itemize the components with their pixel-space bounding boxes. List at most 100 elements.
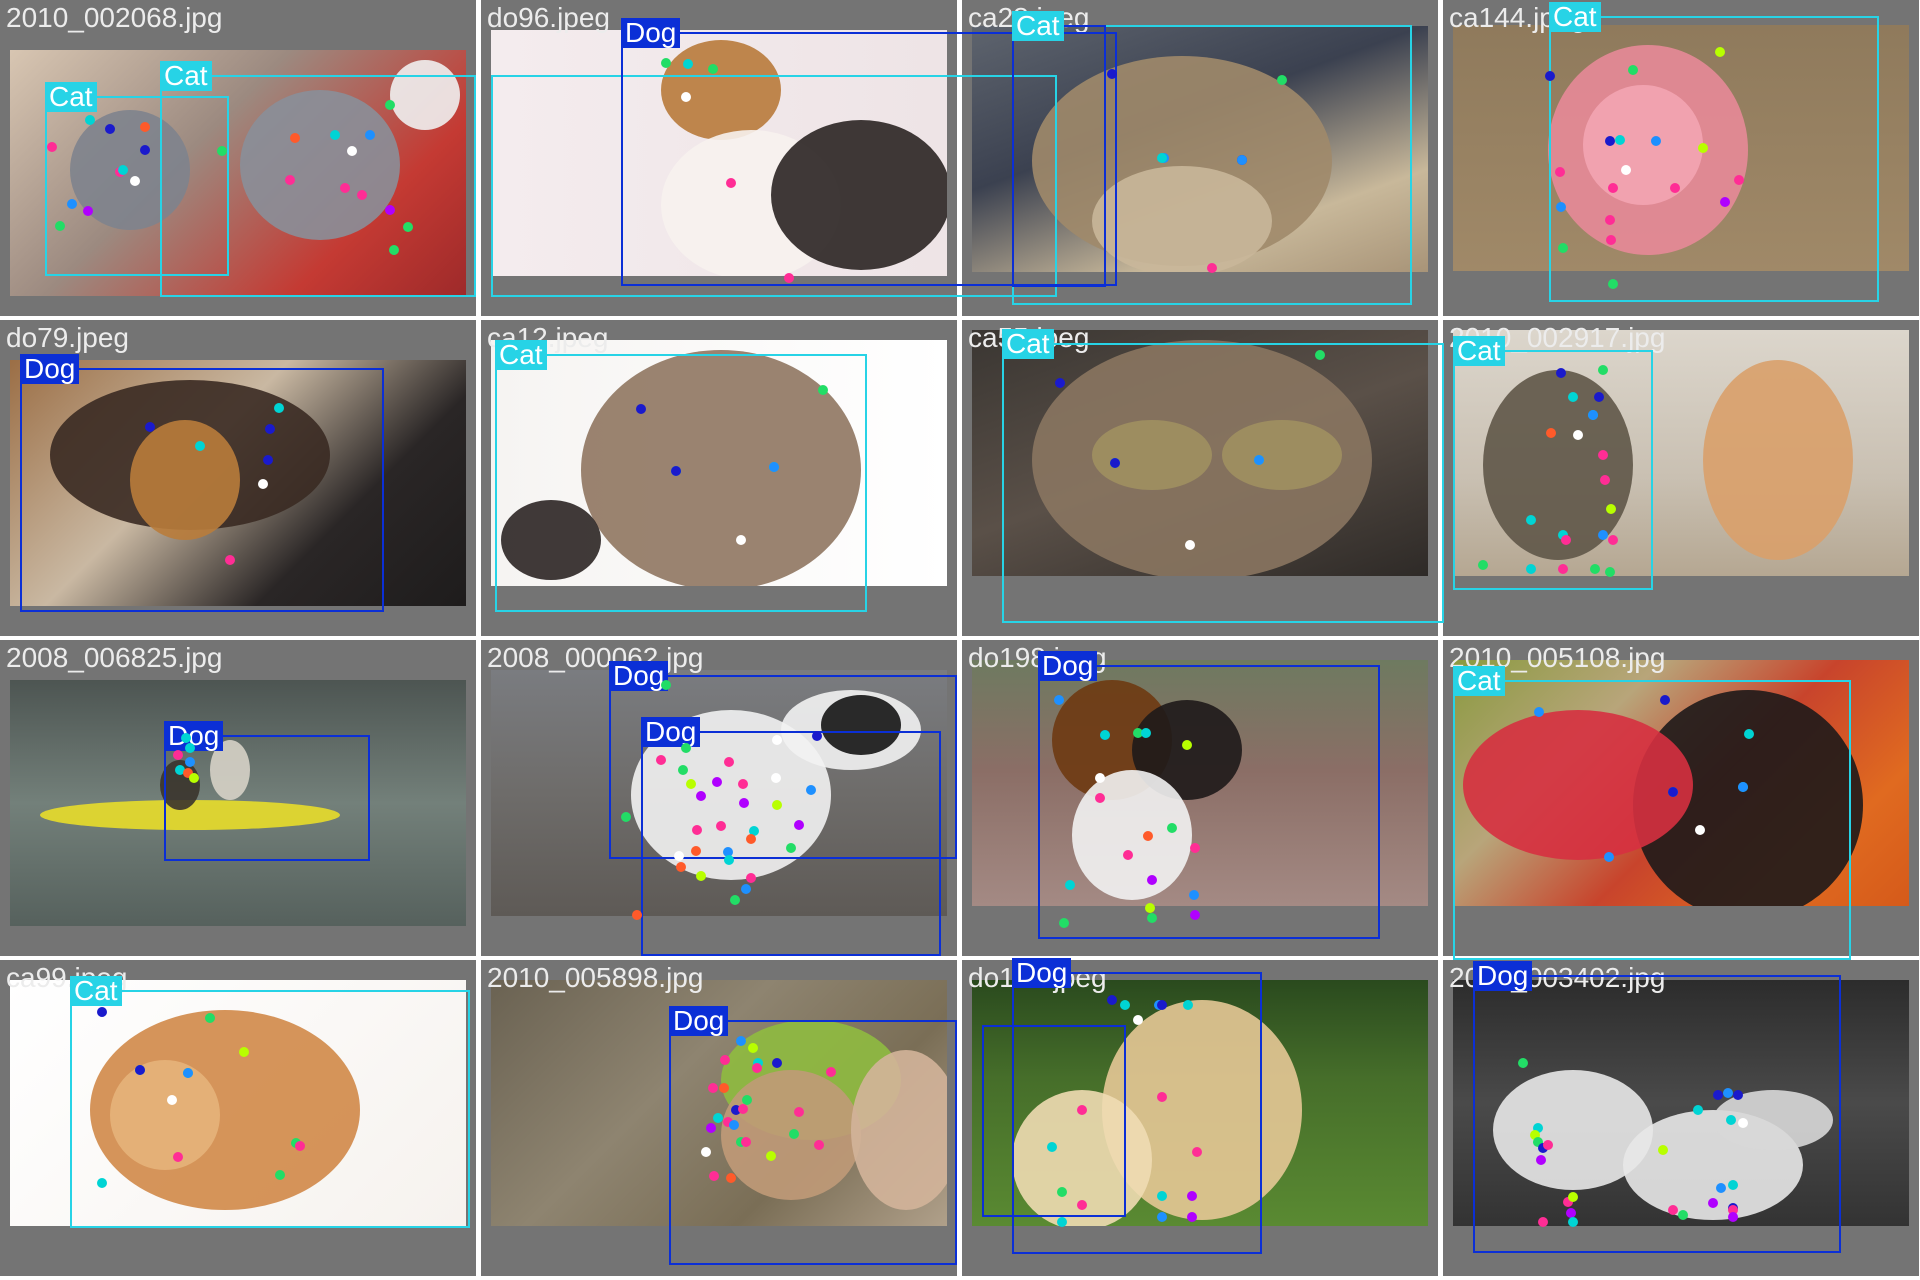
keypoint bbox=[1157, 1000, 1167, 1010]
image-tile: ca12.jpeg Cat bbox=[481, 320, 957, 636]
keypoint bbox=[1145, 903, 1155, 913]
keypoint bbox=[1628, 65, 1638, 75]
keypoint bbox=[766, 1151, 776, 1161]
keypoint bbox=[1605, 136, 1615, 146]
keypoint bbox=[1695, 825, 1705, 835]
keypoint bbox=[1738, 782, 1748, 792]
image-tile: 2008_006825.jpg Dog bbox=[0, 640, 476, 956]
keypoint bbox=[709, 1171, 719, 1181]
keypoint bbox=[696, 871, 706, 881]
keypoint bbox=[1668, 787, 1678, 797]
keypoint bbox=[47, 142, 57, 152]
keypoint bbox=[130, 176, 140, 186]
keypoint bbox=[786, 843, 796, 853]
keypoint bbox=[1546, 428, 1556, 438]
keypoint bbox=[731, 1105, 741, 1115]
keypoint bbox=[814, 1140, 824, 1150]
keypoint bbox=[1095, 773, 1105, 783]
keypoint bbox=[772, 800, 782, 810]
keypoint bbox=[135, 1065, 145, 1075]
keypoint bbox=[389, 245, 399, 255]
keypoint bbox=[1608, 535, 1618, 545]
keypoint bbox=[105, 124, 115, 134]
keypoint bbox=[1698, 143, 1708, 153]
cat-class-label: Cat bbox=[1002, 329, 1054, 359]
keypoint bbox=[195, 441, 205, 451]
keypoint bbox=[738, 779, 748, 789]
keypoint bbox=[330, 130, 340, 140]
keypoint bbox=[97, 1007, 107, 1017]
keypoint bbox=[140, 145, 150, 155]
keypoint bbox=[1558, 564, 1568, 574]
keypoint bbox=[1157, 153, 1167, 163]
keypoint bbox=[712, 777, 722, 787]
keypoint bbox=[826, 1067, 836, 1077]
keypoint bbox=[681, 743, 691, 753]
keypoint bbox=[1728, 1180, 1738, 1190]
keypoint bbox=[1536, 1155, 1546, 1165]
keypoint bbox=[1651, 136, 1661, 146]
keypoint bbox=[1107, 995, 1117, 1005]
keypoint bbox=[789, 1129, 799, 1139]
keypoint bbox=[1141, 728, 1151, 738]
keypoint bbox=[185, 743, 195, 753]
keypoint bbox=[723, 1117, 733, 1127]
photo bbox=[491, 340, 947, 586]
dog-class-label: Dog bbox=[1038, 651, 1098, 681]
filename-label: do96.jpeg bbox=[487, 2, 611, 33]
keypoint bbox=[1598, 365, 1608, 375]
keypoint bbox=[726, 1173, 736, 1183]
keypoint bbox=[1568, 1192, 1578, 1202]
keypoint bbox=[173, 750, 183, 760]
keypoint bbox=[285, 175, 295, 185]
keypoint bbox=[1708, 1198, 1718, 1208]
keypoint bbox=[1606, 235, 1616, 245]
keypoint bbox=[1604, 852, 1614, 862]
keypoint bbox=[1545, 71, 1555, 81]
keypoint bbox=[1658, 1145, 1668, 1155]
image-tile: 2010_005108.jpg Cat bbox=[1443, 640, 1919, 960]
subject-shape bbox=[130, 420, 240, 540]
keypoint bbox=[720, 1055, 730, 1065]
image-tile: ca144.jpeg Cat bbox=[1443, 0, 1919, 316]
dog-class-label: Dog bbox=[669, 1006, 729, 1036]
keypoint bbox=[185, 757, 195, 767]
keypoint bbox=[752, 1063, 762, 1073]
keypoint bbox=[1728, 1212, 1738, 1222]
keypoint bbox=[621, 812, 631, 822]
keypoint bbox=[1715, 47, 1725, 57]
keypoint bbox=[1608, 183, 1618, 193]
image-tile: 2009_003402.jpg Dog bbox=[1443, 960, 1919, 1276]
keypoint bbox=[181, 733, 191, 743]
keypoint bbox=[385, 100, 395, 110]
keypoint bbox=[1157, 1092, 1167, 1102]
keypoint bbox=[1185, 540, 1195, 550]
keypoint bbox=[1047, 1142, 1057, 1152]
keypoint bbox=[1598, 530, 1608, 540]
image-tile: do96.jpeg Dog bbox=[481, 0, 1117, 316]
cat-class-label: Cat bbox=[1453, 336, 1505, 366]
keypoint bbox=[794, 1107, 804, 1117]
keypoint bbox=[1526, 564, 1536, 574]
cat-class-label: Cat bbox=[70, 976, 122, 1006]
keypoint bbox=[741, 884, 751, 894]
cat-class-label: Cat bbox=[1549, 2, 1601, 32]
keypoint bbox=[692, 825, 702, 835]
keypoint bbox=[1615, 135, 1625, 145]
keypoint bbox=[749, 826, 759, 836]
keypoint bbox=[173, 1152, 183, 1162]
keypoint bbox=[1133, 1015, 1143, 1025]
keypoint bbox=[1744, 729, 1754, 739]
keypoint bbox=[1566, 1208, 1576, 1218]
keypoint bbox=[167, 1095, 177, 1105]
keypoint bbox=[726, 178, 736, 188]
keypoint bbox=[1588, 410, 1598, 420]
keypoint bbox=[683, 59, 693, 69]
keypoint bbox=[365, 130, 375, 140]
image-tile: 2010_002068.jpg Cat Cat bbox=[0, 0, 476, 316]
keypoint bbox=[636, 404, 646, 414]
image-tile: 2010_002917.jpg Cat bbox=[1443, 320, 1919, 636]
